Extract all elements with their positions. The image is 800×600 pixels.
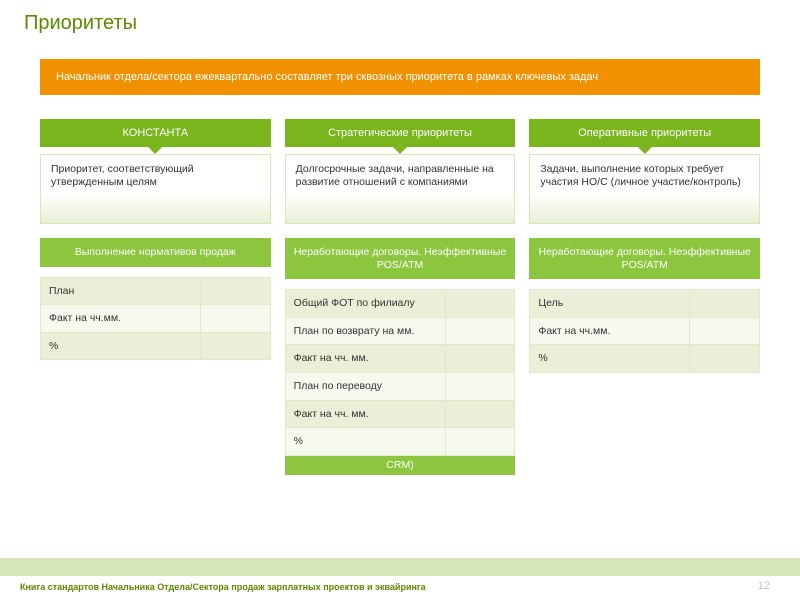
cell-label: % xyxy=(530,345,690,372)
cell-value xyxy=(446,318,515,345)
cell-value xyxy=(201,333,270,360)
cell-value xyxy=(690,318,759,345)
cell-label: План по возврату на мм. xyxy=(286,318,446,345)
column-subheader: Неработающие договоры. Неэффективные POS… xyxy=(285,238,516,279)
table-row: % xyxy=(41,333,270,360)
table-row: % xyxy=(286,428,515,455)
footer-bar xyxy=(0,558,800,576)
table-row: Факт на чч.мм. xyxy=(41,305,270,333)
columns-container: КОНСТАНТА Приоритет, соответствующий утв… xyxy=(40,119,760,475)
table-row: % xyxy=(530,345,759,372)
cell-label: План по переводу xyxy=(286,373,446,400)
cell-label: Факт на чч. мм. xyxy=(286,345,446,372)
column-header: Стратегические приоритеты xyxy=(285,119,516,147)
footer-text: Книга стандартов Начальника Отдела/Секто… xyxy=(20,582,426,592)
column-header: КОНСТАНТА xyxy=(40,119,271,147)
banner: Начальник отдела/сектора ежеквартально с… xyxy=(40,59,760,95)
cell-value xyxy=(446,373,515,400)
column-header: Оперативные приоритеты xyxy=(529,119,760,147)
metrics-table: Общий ФОТ по филиалу План по возврату на… xyxy=(285,289,516,456)
crm-stub: CRM) xyxy=(285,456,516,475)
table-row: План по переводу xyxy=(286,373,515,401)
cell-label: Факт на чч. мм. xyxy=(286,401,446,428)
cell-label: План xyxy=(41,278,201,305)
cell-label: Цель xyxy=(530,290,690,317)
table-row: Факт на чч.мм. xyxy=(530,318,759,346)
page-number: 12 xyxy=(758,580,770,592)
cell-label: Общий ФОТ по филиалу xyxy=(286,290,446,317)
cell-value xyxy=(201,278,270,305)
table-row: Факт на чч. мм. xyxy=(286,345,515,373)
metrics-table: План Факт на чч.мм. % xyxy=(40,277,271,361)
table-row: Цель xyxy=(530,290,759,318)
column-operational: Оперативные приоритеты Задачи, выполнени… xyxy=(529,119,760,475)
column-desc: Приоритет, соответствующий утвержденным … xyxy=(40,154,271,224)
cell-value xyxy=(690,290,759,317)
cell-value xyxy=(201,305,270,332)
cell-label: Факт на чч.мм. xyxy=(41,305,201,332)
cell-label: % xyxy=(286,428,446,455)
column-constant: КОНСТАНТА Приоритет, соответствующий утв… xyxy=(40,119,271,475)
cell-value xyxy=(446,401,515,428)
table-row: План по возврату на мм. xyxy=(286,318,515,346)
table-row: Факт на чч. мм. xyxy=(286,401,515,429)
cell-value xyxy=(446,345,515,372)
metrics-table: Цель Факт на чч.мм. % xyxy=(529,289,760,373)
column-subheader: Неработающие договоры. Неэффективные POS… xyxy=(529,238,760,279)
cell-label: % xyxy=(41,333,201,360)
cell-value xyxy=(690,345,759,372)
column-desc: Долгосрочные задачи, направленные на раз… xyxy=(285,154,516,224)
column-desc: Задачи, выполнение которых требует участ… xyxy=(529,154,760,224)
column-subheader: Выполнение нормативов продаж xyxy=(40,238,271,267)
cell-value xyxy=(446,290,515,317)
page-title: Приоритеты xyxy=(0,0,800,35)
cell-value xyxy=(446,428,515,455)
cell-label: Факт на чч.мм. xyxy=(530,318,690,345)
table-row: Общий ФОТ по филиалу xyxy=(286,290,515,318)
column-strategic: Стратегические приоритеты Долгосрочные з… xyxy=(285,119,516,475)
table-row: План xyxy=(41,278,270,306)
